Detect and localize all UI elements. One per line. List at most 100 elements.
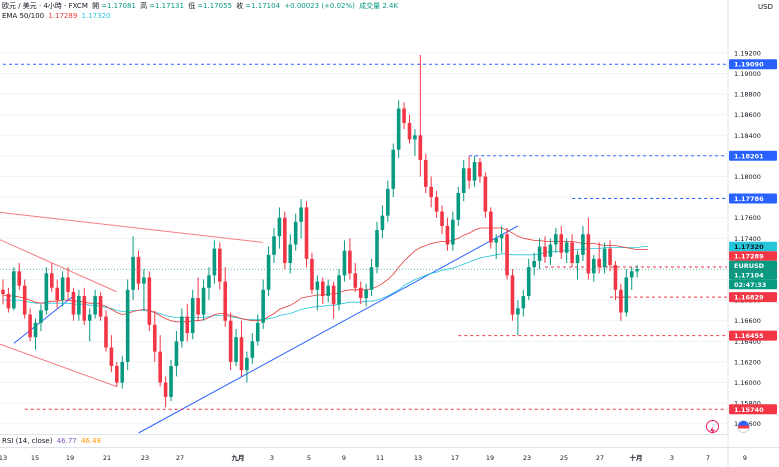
x-tick-label: 27 — [596, 454, 604, 462]
low-label: 低 — [188, 2, 196, 10]
candle-body — [602, 248, 607, 268]
x-tick-label: 25 — [560, 454, 568, 462]
candle-body — [489, 211, 493, 243]
price-tag[interactable] — [729, 279, 777, 290]
ema100-value: 1.17320 — [81, 12, 111, 20]
currency-label[interactable]: USD — [758, 3, 773, 11]
candle-body — [472, 162, 477, 181]
candle-body — [228, 320, 233, 362]
candle-body — [49, 273, 54, 288]
x-tick-label: 19 — [66, 454, 74, 462]
candle-body — [169, 366, 173, 397]
candle-body — [510, 275, 515, 315]
trendline[interactable] — [138, 225, 519, 434]
candle-body — [478, 162, 482, 177]
price-tag-label: 1.17320 — [734, 243, 764, 251]
candle-body — [526, 267, 531, 296]
candle-body — [22, 285, 27, 315]
y-tick-label: 1.16200 — [734, 358, 761, 366]
candle-body — [28, 314, 32, 338]
candle-body — [326, 285, 330, 296]
x-tick-label: 十月 — [630, 453, 643, 462]
candle-body — [245, 357, 249, 371]
candle-body — [369, 267, 374, 290]
price-tag[interactable] — [729, 404, 777, 415]
price-tag[interactable] — [729, 193, 777, 204]
x-tick-label: 17 — [451, 454, 459, 462]
candle-body — [364, 289, 368, 299]
candle-body — [516, 308, 520, 315]
candle-body — [467, 168, 471, 181]
price-tag[interactable] — [729, 260, 777, 271]
x-tick-label: 19 — [486, 454, 494, 462]
y-tick-label: 1.18800 — [734, 91, 761, 99]
candle-body — [185, 316, 190, 334]
candle-body — [277, 217, 282, 237]
candle-body — [499, 234, 504, 239]
price-tag-label: 1.16455 — [734, 332, 764, 340]
trendline[interactable] — [0, 341, 117, 388]
candle-body — [310, 258, 314, 290]
candle-body — [434, 197, 439, 212]
candle-body — [152, 324, 157, 352]
y-tick-label: 1.19000 — [734, 70, 761, 78]
candle-body — [358, 287, 363, 299]
ema50-line — [2, 227, 648, 323]
candle-body — [283, 217, 287, 264]
ema-legend[interactable]: EMA 50/100 1.17289 1.17320 — [2, 12, 112, 21]
price-tag[interactable] — [729, 270, 777, 280]
price-tag[interactable] — [729, 150, 777, 161]
close-label: 收 — [236, 2, 244, 10]
candle-body — [613, 265, 618, 290]
candle-body — [570, 242, 574, 264]
candle-body — [505, 234, 509, 276]
high-label: 高 — [140, 2, 148, 10]
candle-body — [461, 168, 466, 193]
price-tag[interactable] — [729, 292, 777, 303]
x-tick-label: 13 — [0, 454, 7, 462]
candle-body — [320, 281, 325, 296]
candle-body — [104, 316, 108, 348]
price-tag-label: 1.17786 — [734, 195, 764, 203]
candle-body — [147, 277, 152, 325]
x-tick-label: 23 — [523, 454, 531, 462]
symbol-header: 欧元 / 美元 · 4小時 · FXCM 開 =1.17081 高 =1.17131… — [2, 2, 400, 11]
alert-icon[interactable] — [706, 420, 719, 435]
candle-body — [77, 296, 81, 315]
candle-body — [608, 248, 612, 266]
candle-body — [554, 234, 558, 245]
candle-body — [635, 269, 639, 272]
candle-body — [304, 207, 309, 259]
candle-body — [174, 341, 179, 367]
price-tag-label: 1.17104 — [734, 271, 764, 279]
price-tag[interactable] — [729, 251, 777, 261]
y-tick-label: 1.16000 — [734, 379, 761, 387]
low-value: =1.17055 — [197, 2, 232, 10]
x-tick-label: 九月 — [231, 453, 245, 462]
candle-body — [353, 273, 358, 288]
candle-body — [418, 135, 423, 161]
price-tag[interactable] — [729, 330, 777, 341]
candle-body — [564, 242, 569, 253]
y-tick-label: 1.18000 — [734, 173, 761, 181]
candle-body — [288, 244, 293, 264]
y-tick-label: 1.18400 — [734, 132, 761, 140]
candle-body — [266, 254, 271, 290]
flag-icon[interactable] — [737, 420, 750, 433]
rsi-legend[interactable]: RSI (14, close) 46.77 46.48 — [2, 437, 103, 446]
trendline[interactable] — [0, 211, 264, 243]
x-tick-label: 13 — [414, 454, 422, 462]
open-label: 開 — [92, 2, 100, 10]
candle-body — [6, 293, 11, 309]
candle-body — [239, 337, 244, 371]
change-value: +0.00023 (+0.02%) — [284, 2, 355, 10]
price-tag[interactable] — [729, 241, 777, 252]
symbol-line: 欧元 / 美元 · 4小時 · FXCM — [2, 2, 88, 10]
price-tag-label: 02:47:33 — [734, 281, 766, 289]
price-tag[interactable] — [729, 59, 777, 70]
trendline[interactable] — [0, 236, 118, 293]
x-tick-label: 11 — [376, 454, 384, 462]
candle-body — [440, 211, 444, 226]
trendline[interactable] — [13, 295, 74, 344]
